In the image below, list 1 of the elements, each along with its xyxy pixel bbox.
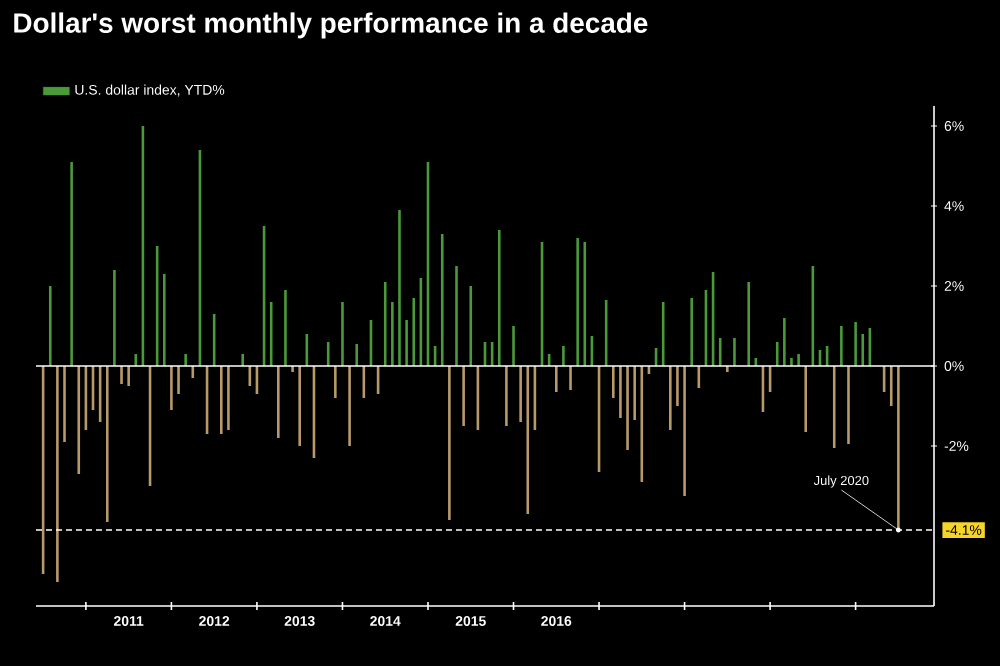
chart-title: Dollar's worst monthly performance in a decade [14,12,648,39]
